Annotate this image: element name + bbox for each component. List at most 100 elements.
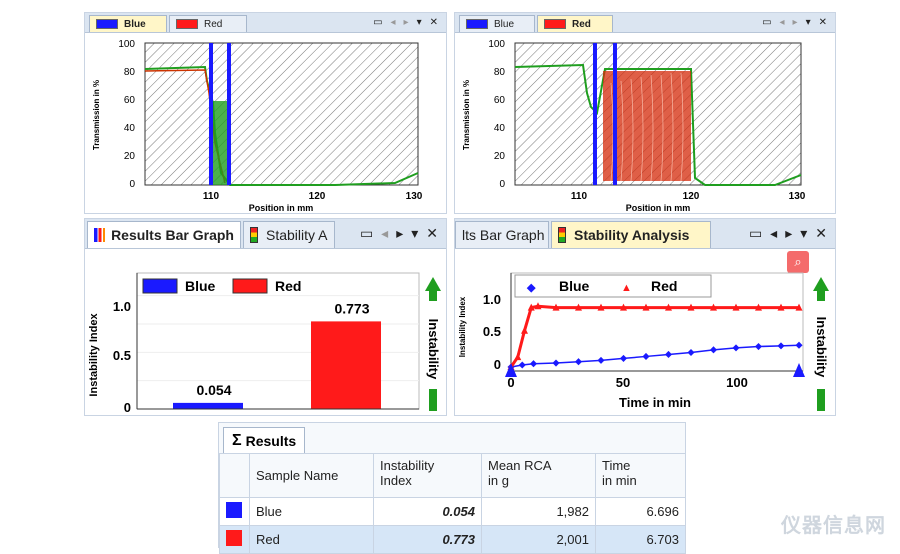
mean-rca-cell: 1,982 <box>481 497 596 526</box>
x-tick: 100 <box>726 375 748 390</box>
dropdown-icon[interactable]: ▾ <box>800 225 808 242</box>
table-row[interactable]: Red 0.773 2,001 6.703 <box>219 525 686 554</box>
header-label: Sample Name <box>256 468 339 483</box>
point-blue <box>518 361 526 369</box>
y-tick-labels: 1.0 0.5 0 <box>113 299 131 415</box>
column-header-time[interactable]: Time in min <box>595 453 686 498</box>
table-row[interactable]: Blue 0.054 1,982 6.696 <box>219 497 686 526</box>
bar-red[interactable] <box>311 321 381 409</box>
bar-blue[interactable] <box>173 402 243 409</box>
chevron-right-icon[interactable]: ▸ <box>396 225 404 242</box>
arrow-up-icon <box>813 277 829 291</box>
point-red <box>642 303 650 311</box>
y-tick-labels: 100 80 60 40 20 0 <box>118 39 135 190</box>
point-red <box>597 303 605 311</box>
instability-index-cell: 0.054 <box>373 497 482 526</box>
dropdown-icon[interactable]: ▾ <box>416 17 422 28</box>
tab-label: Results <box>245 432 297 449</box>
chevron-right-icon[interactable]: ▸ <box>792 17 798 28</box>
y-tick: 40 <box>494 123 506 134</box>
x-tick: 130 <box>406 191 423 202</box>
tab-blue[interactable]: Blue <box>459 15 535 32</box>
results-table: Sample Name Instability Index Mean RCA i… <box>219 453 686 554</box>
point-red <box>514 353 522 361</box>
arrow-up-icon <box>425 277 441 291</box>
tab-label: Blue <box>124 18 146 30</box>
color-cell <box>219 497 250 526</box>
arrow-base-bar <box>817 389 825 411</box>
x-tick: 110 <box>203 191 220 202</box>
chevron-left-icon[interactable]: ◂ <box>770 225 778 242</box>
chevron-right-icon[interactable]: ▸ <box>785 225 793 242</box>
chevron-left-icon[interactable]: ◂ <box>381 225 389 242</box>
point-blue <box>732 344 740 352</box>
legend-red-marker: ▲ <box>621 282 632 294</box>
time-cell: 6.703 <box>595 525 686 554</box>
sample-name-cell: Blue <box>249 497 374 526</box>
legend-red-swatch <box>232 278 268 294</box>
restore-icon[interactable]: ▭ <box>762 17 772 28</box>
dropdown-icon[interactable]: ▾ <box>411 225 419 242</box>
restore-icon[interactable]: ▭ <box>373 17 383 28</box>
arrow-up-bar <box>817 291 825 301</box>
close-icon[interactable]: ✕ <box>818 17 827 28</box>
watermark: 仪器信息网 <box>781 515 886 537</box>
point-red <box>665 303 672 311</box>
restore-icon[interactable]: ▭ <box>359 225 374 242</box>
restore-icon[interactable]: ▭ <box>748 225 763 242</box>
legend-blue-label: Blue <box>185 278 216 294</box>
time-end-marker-icon[interactable] <box>793 363 805 377</box>
profile-panel-blue: Blue Red ▭ ◂ ▸ ▾ ✕ 100 80 60 <box>84 12 447 214</box>
tab-blue[interactable]: Blue <box>89 15 167 32</box>
profile-chart-blue: 100 80 60 40 20 0 110 120 130 Position i… <box>92 39 423 213</box>
tab-stability-analysis[interactable]: Stability Analysis <box>551 221 711 248</box>
chevron-right-icon[interactable]: ▸ <box>403 17 409 28</box>
x-axis-label: Time in min <box>619 395 691 410</box>
point-red <box>755 303 762 311</box>
tab-results[interactable]: Σ Results <box>223 427 306 453</box>
blue-swatch <box>226 502 242 518</box>
column-header-instability-index[interactable]: Instability Index <box>373 453 482 498</box>
y-tick: 60 <box>124 95 136 106</box>
point-blue <box>574 358 583 366</box>
dropdown-icon[interactable]: ▾ <box>805 17 811 28</box>
bar-tabbar: Results Bar Graph Stability A ▭ ◂ ▸ ▾ ✕ <box>85 219 446 249</box>
y-tick: 20 <box>494 151 506 162</box>
tab-red[interactable]: Red <box>537 15 613 32</box>
tab-stability-analysis[interactable]: Stability A <box>243 221 335 248</box>
close-icon[interactable]: ✕ <box>815 225 827 242</box>
tab-red[interactable]: Red <box>169 15 247 32</box>
y-tick: 80 <box>124 67 136 78</box>
legend-red-label: Red <box>651 278 677 294</box>
point-blue <box>642 352 650 360</box>
x-tick: 130 <box>789 191 806 202</box>
window-controls: ▭ ◂ ▸ ▾ ✕ <box>749 219 827 248</box>
x-tick-labels: 0 50 100 <box>507 375 747 390</box>
bar-value-label: 0.773 <box>334 300 369 316</box>
chevron-left-icon[interactable]: ◂ <box>390 17 396 28</box>
y-tick: 100 <box>118 39 135 50</box>
close-icon[interactable]: ✕ <box>426 225 438 242</box>
tab-label: Stability A <box>266 227 328 243</box>
point-blue <box>552 359 560 367</box>
side-label: Instability <box>814 317 829 378</box>
side-label: Instability <box>426 319 441 380</box>
column-header-mean-rca[interactable]: Mean RCA in g <box>481 453 596 498</box>
tab-results-bar-graph[interactable]: lts Bar Graph <box>455 221 549 248</box>
time-start-marker-icon[interactable] <box>505 363 517 377</box>
point-blue <box>619 354 628 362</box>
sample-name-cell: Red <box>249 525 374 554</box>
y-tick: 20 <box>124 151 136 162</box>
tab-results-bar-graph[interactable]: Results Bar Graph <box>87 221 241 248</box>
close-icon[interactable]: ✕ <box>429 17 438 28</box>
point-red <box>534 302 542 310</box>
point-blue <box>777 342 785 350</box>
chevron-left-icon[interactable]: ◂ <box>779 17 785 28</box>
column-header-sample-name[interactable]: Sample Name <box>249 453 374 498</box>
zoom-button[interactable]: ⌕ <box>787 251 809 273</box>
point-red <box>732 303 740 311</box>
profile-panel-red: Blue Red ▭ ◂ ▸ ▾ ✕ 10 <box>454 12 836 214</box>
point-red <box>620 303 627 311</box>
red-swatch <box>226 530 242 546</box>
y-tick: 0.5 <box>113 348 131 363</box>
